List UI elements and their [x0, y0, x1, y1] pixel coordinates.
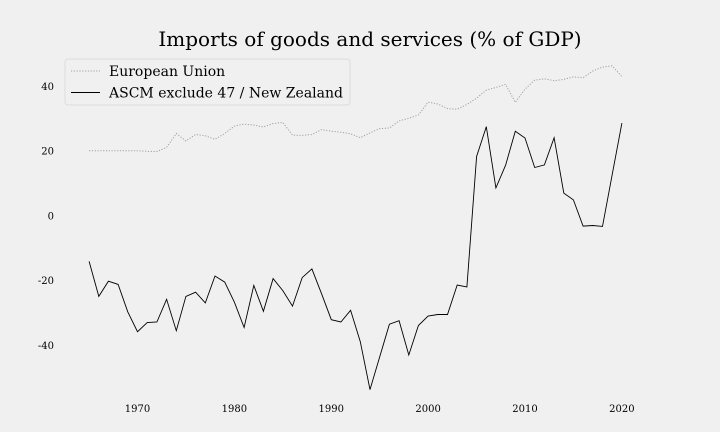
y-axis-tick-labels: 40 20 0 -20 -40 — [38, 82, 54, 352]
y-tick-label: 20 — [41, 147, 54, 158]
x-tick-label: 2020 — [609, 404, 634, 415]
x-axis-tick-labels: 1970 1980 1990 2000 2010 2020 — [125, 404, 635, 415]
x-tick-label: 2000 — [415, 404, 440, 415]
x-tick-label: 2010 — [512, 404, 537, 415]
series-lines — [88, 65, 623, 390]
legend: European Union ASCM exclude 47 / New Zeal… — [64, 58, 351, 106]
x-tick-label: 1970 — [125, 404, 150, 415]
y-tick-label: -40 — [38, 341, 54, 352]
chart-title: Imports of goods and services (% of GDP) — [158, 27, 581, 51]
legend-label-1: European Union — [109, 64, 225, 80]
y-tick-label: 40 — [41, 82, 54, 93]
x-tick-label: 1990 — [319, 404, 344, 415]
x-tick-label: 1980 — [222, 404, 247, 415]
y-tick-label: -20 — [38, 276, 54, 287]
series-line-2 — [88, 123, 623, 390]
legend-label-2: ASCM exclude 47 / New Zealand — [108, 86, 343, 102]
y-tick-label: 0 — [48, 211, 54, 222]
legend-box — [64, 58, 351, 106]
